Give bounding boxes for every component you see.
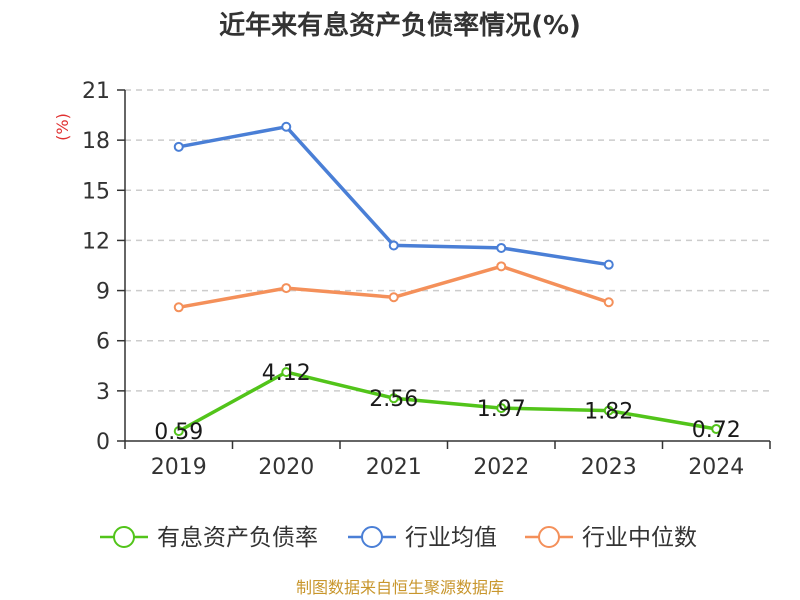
data-point <box>173 141 184 152</box>
data-point <box>496 242 507 253</box>
y-axis-label: (%) <box>53 113 72 141</box>
data-point <box>173 302 184 313</box>
x-tick-label: 2023 <box>581 455 637 480</box>
data-point <box>603 297 614 308</box>
data-point <box>281 121 292 132</box>
legend: 有息资产负债率 行业均值 行业中位数 <box>100 525 697 551</box>
data-point <box>388 393 399 404</box>
y-tick-label: 21 <box>82 79 110 104</box>
legend-marker <box>538 526 560 548</box>
data-label: 1.97 <box>477 397 526 422</box>
grid-lines <box>125 89 770 392</box>
legend-marker <box>361 526 383 548</box>
x-tick-label: 2019 <box>151 455 207 480</box>
series-layer <box>173 121 722 437</box>
legend-label: 有息资产负债率 <box>157 525 318 551</box>
x-tick-label: 2024 <box>688 455 744 480</box>
y-tick-label: 15 <box>82 179 110 204</box>
data-point <box>711 423 722 434</box>
y-tick-label: 18 <box>82 129 110 154</box>
data-label: 4.12 <box>262 361 311 386</box>
data-labels: 0.59 4.12 2.56 1.97 1.82 0.72 <box>154 361 740 445</box>
data-point <box>496 403 507 414</box>
data-label: 0.59 <box>154 420 203 445</box>
data-point <box>281 367 292 378</box>
y-tick-label: 0 <box>96 430 110 455</box>
data-point <box>281 283 292 294</box>
x-tick-label: 2022 <box>473 455 529 480</box>
y-tick-label: 3 <box>96 380 110 405</box>
data-point <box>496 261 507 272</box>
legend-marker <box>113 526 135 548</box>
series-line <box>177 370 717 433</box>
y-tick-label: 12 <box>82 229 110 254</box>
data-point <box>173 426 184 437</box>
x-tick-label: 2020 <box>258 455 314 480</box>
data-point <box>603 259 614 270</box>
legend-label: 行业中位数 <box>582 525 697 551</box>
y-tick-label: 6 <box>96 330 110 355</box>
data-label: 1.82 <box>584 400 633 425</box>
chart-title: 近年来有息资产负债率情况(%) <box>219 10 581 41</box>
data-label: 0.72 <box>692 418 741 443</box>
source-note: 制图数据来自恒生聚源数据库 <box>296 578 504 597</box>
legend-label: 行业均值 <box>405 525 497 551</box>
data-label: 2.56 <box>369 387 418 412</box>
y-tick-label: 9 <box>96 280 110 305</box>
axes: 0 3 6 9 12 15 18 21 2019 2020 2021 2022 2023 2024 <box>82 79 771 480</box>
x-tick-label: 2021 <box>366 455 422 480</box>
data-point <box>388 240 399 251</box>
data-point <box>603 405 614 416</box>
data-point <box>388 292 399 303</box>
